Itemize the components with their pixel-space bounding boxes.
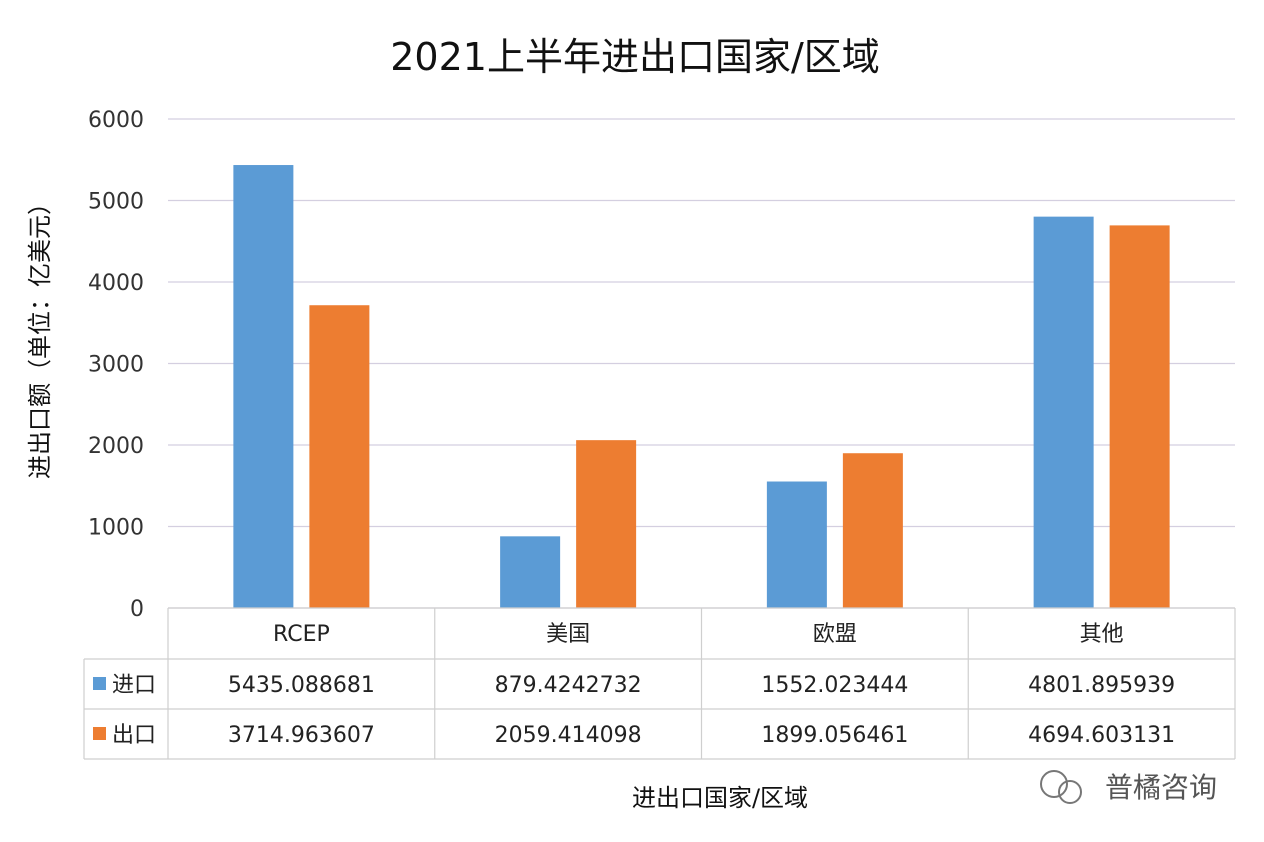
y-tick-label: 2000 <box>88 434 144 459</box>
y-tick-label: 1000 <box>88 516 144 541</box>
y-tick-label: 5000 <box>88 190 144 215</box>
data-label: 3714.963607 <box>228 723 375 748</box>
y-tick-label: 3000 <box>88 353 144 378</box>
data-label: 4694.603131 <box>1028 723 1175 748</box>
data-label: 1899.056461 <box>761 723 908 748</box>
legend-label: 出口 <box>112 723 156 748</box>
legend-swatch <box>93 677 106 690</box>
data-label: 2059.414098 <box>495 723 642 748</box>
category-label: 欧盟 <box>813 622 857 647</box>
wechat-icon <box>1040 770 1082 804</box>
chart-title: 2021上半年进出口国家/区域 <box>390 35 880 79</box>
data-label: 5435.088681 <box>228 673 375 698</box>
watermark: 普橘咨询 <box>1040 770 1217 804</box>
legend-label: 进口 <box>112 673 156 698</box>
bar-export <box>1109 225 1170 609</box>
watermark-text: 普橘咨询 <box>1105 771 1217 804</box>
y-axis-label: 进出口额（单位：亿美元） <box>26 191 54 479</box>
x-axis-label: 进出口国家/区域 <box>632 784 808 812</box>
bar-import <box>233 165 294 608</box>
y-tick-label: 6000 <box>88 108 144 133</box>
bar-export <box>576 440 637 608</box>
bar-import <box>500 536 561 608</box>
data-label: 879.4242732 <box>495 673 642 698</box>
data-label: 1552.023444 <box>761 673 908 698</box>
bar-import <box>766 481 827 608</box>
bar-export <box>842 453 903 608</box>
y-axis-ticks: 0 1000 2000 3000 4000 5000 6000 <box>88 108 144 622</box>
category-label: 其他 <box>1080 622 1124 647</box>
category-label: 美国 <box>546 622 590 647</box>
category-label: RCEP <box>273 622 330 647</box>
data-label: 4801.895939 <box>1028 673 1175 698</box>
y-tick-label: 4000 <box>88 271 144 296</box>
y-tick-label: 0 <box>130 597 144 622</box>
bar-import <box>1033 216 1094 608</box>
bar-export <box>309 305 370 608</box>
bars <box>233 165 1170 609</box>
legend-swatch <box>93 727 106 740</box>
